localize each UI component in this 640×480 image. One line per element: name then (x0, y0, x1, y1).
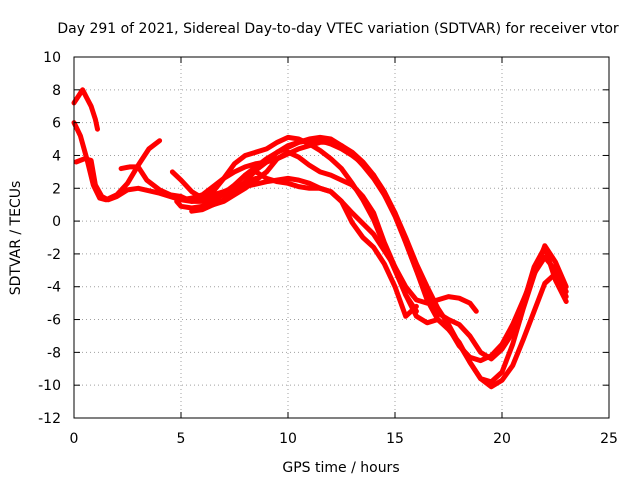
x-tick-label: 15 (386, 431, 404, 447)
series-pass-10 (242, 169, 419, 319)
y-axis-label: SDTVAR / TECUs (8, 181, 24, 296)
grid (74, 57, 609, 418)
y-tick-label: 2 (52, 181, 61, 197)
series-pass-3 (73, 156, 259, 204)
x-tick-label: 10 (279, 431, 297, 447)
y-tick-label: 6 (52, 116, 61, 132)
y-tick-label: -6 (47, 313, 61, 329)
y-tick-label: -12 (38, 411, 61, 427)
x-tick-label: 25 (600, 431, 618, 447)
series-pass-9 (210, 149, 419, 314)
chart-title: Day 291 of 2021, Sidereal Day-to-day VTE… (57, 21, 619, 37)
x-tick-label: 20 (493, 431, 511, 447)
y-tick-label: 4 (52, 148, 61, 164)
y-tick-label: 0 (52, 214, 61, 230)
series-pass-1 (71, 87, 100, 132)
plot-frame (73, 56, 610, 419)
y-tick-label: 10 (43, 50, 61, 66)
y-tick-label: 8 (52, 83, 61, 99)
y-tick-label: -10 (38, 378, 61, 394)
x-tick-label: 0 (70, 431, 79, 447)
series-pass-5 (169, 134, 569, 364)
x-axis-label: GPS time / hours (282, 460, 399, 476)
x-tick-label: 5 (177, 431, 186, 447)
y-tick-label: -2 (47, 247, 61, 263)
series-layer (71, 87, 569, 390)
y-tick-label: -8 (47, 345, 61, 361)
y-tick-label: -4 (47, 280, 61, 296)
